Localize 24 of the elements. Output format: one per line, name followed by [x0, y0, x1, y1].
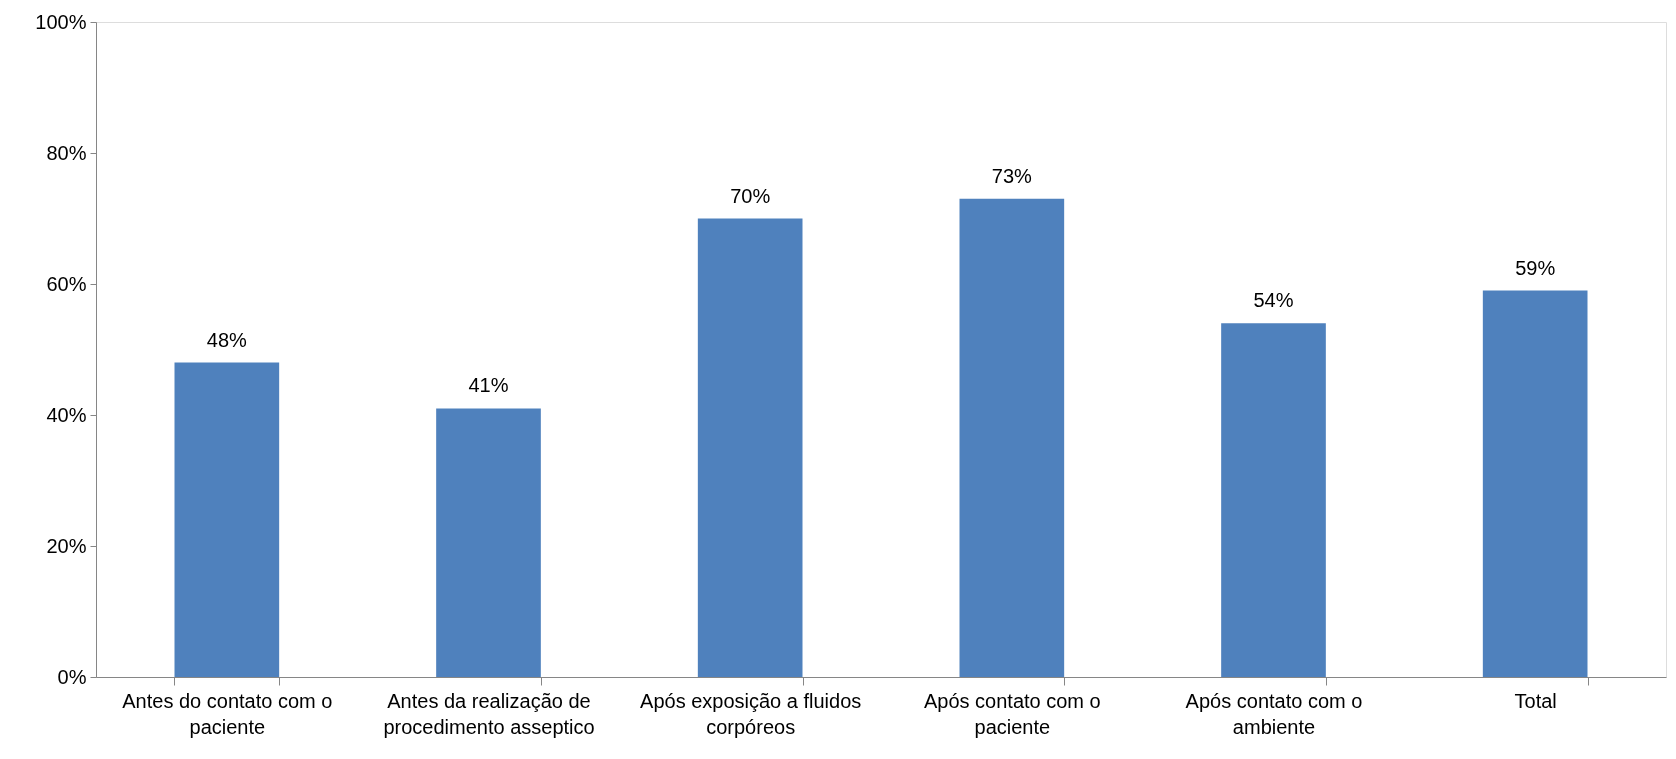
x-tick-label: Total — [1514, 689, 1557, 712]
y-tick-label: 40% — [46, 403, 87, 426]
x-tick-label: Após contato com o paciente — [923, 689, 1101, 738]
data-label: 54% — [1253, 289, 1294, 312]
bar — [174, 362, 280, 677]
bar — [959, 198, 1065, 677]
y-tick-label: 60% — [46, 272, 87, 295]
y-tick-label: 20% — [46, 534, 87, 557]
x-tick-label: Antes do contato com o paciente — [122, 689, 333, 738]
bar — [436, 408, 541, 677]
y-tick-label: 0% — [57, 665, 87, 688]
x-tick-label: Antes da realização de procedimento asseptico — [383, 689, 595, 738]
bar — [697, 218, 803, 677]
x-tick-label: Após exposição a fluidos corpóreos — [640, 689, 862, 738]
x-tick-label: Após contato com o ambiente — [1185, 689, 1363, 738]
data-label: 41% — [468, 374, 509, 397]
y-tick-label: 80% — [46, 141, 87, 164]
data-label: 59% — [1515, 256, 1556, 279]
data-label: 73% — [991, 164, 1033, 187]
data-label: 70% — [730, 184, 771, 207]
data-label: 48% — [206, 328, 248, 351]
bar — [1482, 290, 1588, 677]
y-tick-label: 100% — [35, 10, 87, 33]
bar — [1221, 323, 1326, 677]
